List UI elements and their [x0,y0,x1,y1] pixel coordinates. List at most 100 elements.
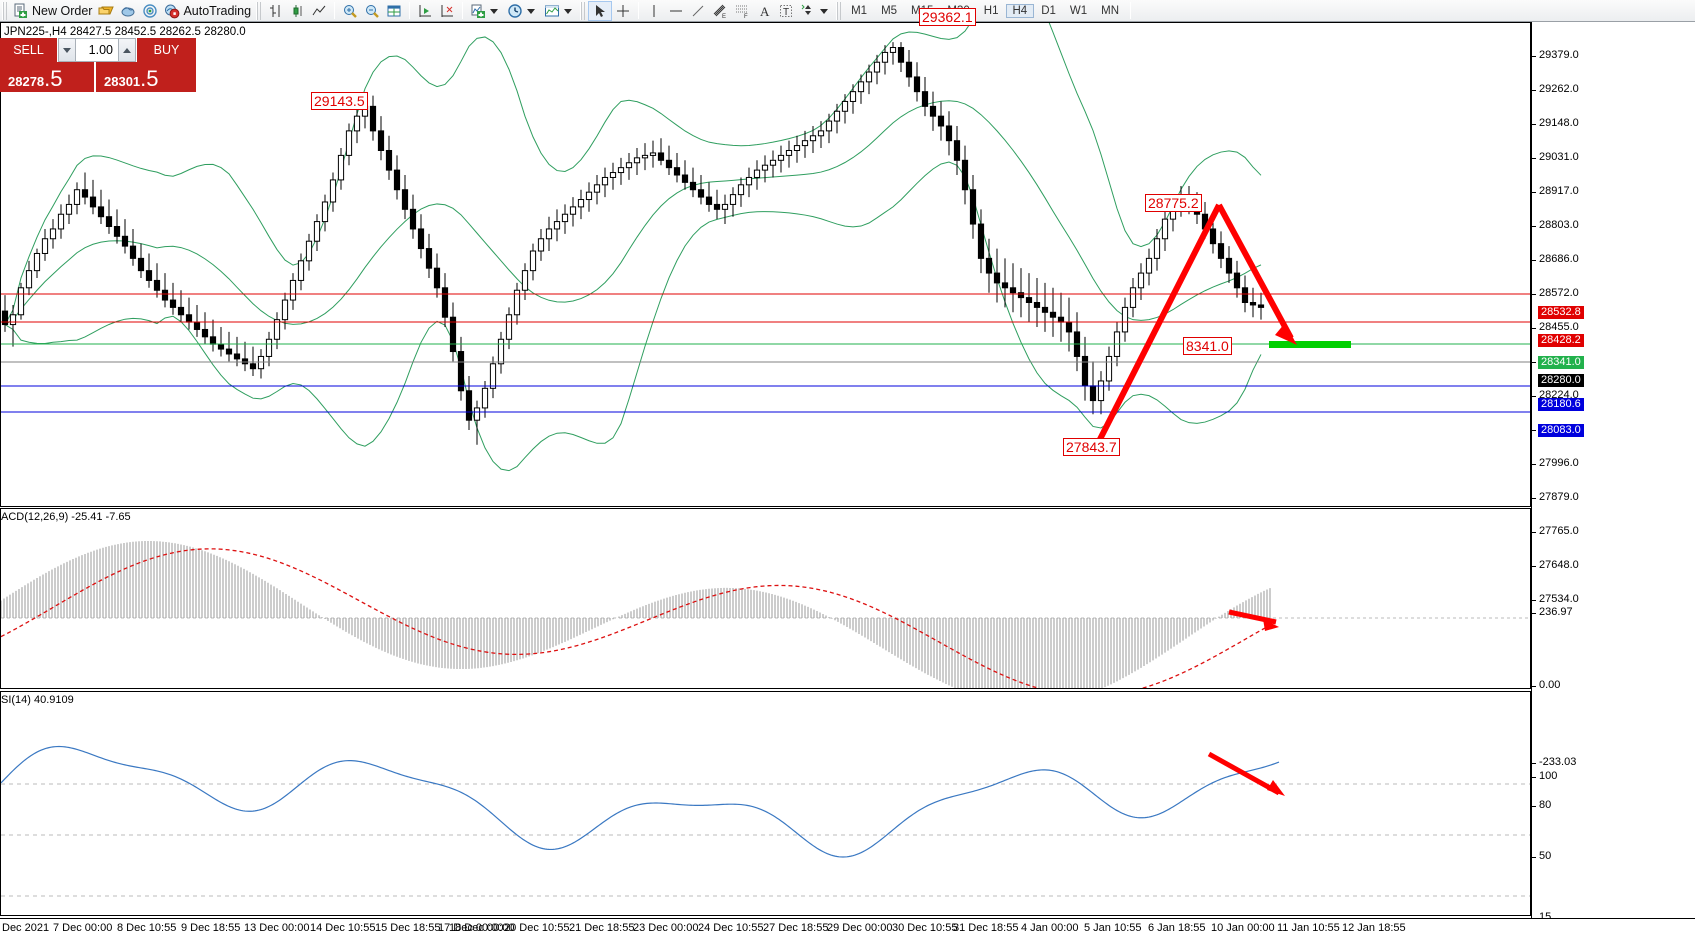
candlestick [449,302,457,362]
candlestick-chart-button[interactable] [286,1,308,21]
sell-button[interactable]: SELL [0,38,58,62]
toolbar-grip[interactable] [2,1,8,20]
order-controls-row: SELL 1.00 BUY [0,38,196,62]
auto-scroll-button[interactable] [414,1,436,21]
main-price-chart[interactable] [0,22,1531,507]
toolbar-grip-4[interactable] [836,1,843,20]
templates-button[interactable] [541,1,578,21]
volume-stepper[interactable]: 1.00 [58,38,136,62]
autotrading-icon [164,3,180,19]
price-level-tag[interactable]: 28280.0 [1538,374,1584,387]
svg-text:T: T [783,7,789,18]
time-axis-label: 4 Jan 00:00 [1021,922,1079,934]
indicators-dropdown-caret[interactable] [490,9,499,14]
price-level-tag[interactable]: 28428.2 [1538,334,1584,347]
zoom-out-button[interactable] [361,1,383,21]
equidistant-channel-tool-button[interactable]: E [709,1,731,21]
timeframe-m5[interactable]: M5 [881,4,898,17]
shapes-tool-button[interactable] [797,1,834,21]
vertical-line-tool-button[interactable] [643,1,665,21]
price-level-tag[interactable]: 28341.0 [1538,356,1584,369]
line-chart-button[interactable] [308,1,330,21]
fibonacci-tool-button[interactable]: F [731,1,753,21]
time-axis-label: 9 Dec 18:55 [181,922,241,934]
price-level-tag[interactable]: 28083.0 [1538,424,1584,437]
candlestick [265,331,273,367]
candlestick [801,130,809,158]
volume-decrement-button[interactable] [58,38,76,62]
sell-price-integer: 28278 [8,74,45,89]
data-grid-button[interactable] [383,1,405,21]
template-icon [544,3,560,19]
candlestick [969,175,977,239]
candlestick [985,238,993,293]
period-dropdown-caret[interactable] [527,9,536,14]
candlestick [953,125,961,176]
buy-button[interactable]: BUY [136,38,196,62]
indicators-button[interactable] [467,1,504,21]
candlestick [297,253,305,291]
candlestick [1105,346,1113,391]
cursor-tool-button[interactable] [588,0,613,21]
bar-chart-button[interactable] [264,1,286,21]
folder-icon [98,3,115,19]
candlestick [937,101,945,141]
data-window-button[interactable] [95,1,117,21]
candlestick [673,152,681,183]
timeframe-m1[interactable]: M1 [851,4,868,17]
crosshair-tool-button[interactable] [612,1,634,21]
autotrading-button[interactable]: AutoTrading [161,1,254,21]
timeframe-w1[interactable]: W1 [1069,4,1088,17]
price-annotation-label[interactable]: 27843.7 [1063,438,1120,456]
period-button[interactable] [504,1,541,21]
one-click-trading-panel[interactable]: SELL 1.00 BUY 28278 .5 28301 .5 [0,38,196,92]
rsi-indicator-pane[interactable]: SI(14) 40.9109 [0,691,1531,916]
timeframe-d1[interactable]: D1 [1041,4,1056,17]
buy-price-display[interactable]: 28301 .5 [96,62,196,92]
candlestick [417,214,425,259]
toolbar-grip-3[interactable] [580,1,587,20]
text-tool-button[interactable]: A [753,1,775,21]
order-prices-row: 28278 .5 28301 .5 [0,62,196,92]
chart-shift-button[interactable] [436,1,458,21]
candlestick [177,290,185,323]
time-axis-label: 6 Jan 18:55 [1148,922,1206,934]
price-annotation-label[interactable]: 29362.1 [919,8,976,26]
drawn-trend-line [1216,203,1294,340]
candlestick [929,91,937,131]
timeframe-mn[interactable]: MN [1101,4,1120,17]
time-axis[interactable]: Dec 2021 7 Dec 00:00 8 Dec 10:55 9 Dec 18:5… [0,918,1695,938]
candlestick [825,113,833,144]
trendline-tool-button[interactable] [687,1,709,21]
volume-input[interactable]: 1.00 [76,38,118,62]
templates-dropdown-caret[interactable] [564,9,573,14]
timeframe-h4[interactable]: H4 [1005,3,1035,18]
timeframe-h1[interactable]: H1 [983,4,999,17]
price-level-tag[interactable]: 28180.6 [1538,398,1584,411]
toolbar-grip-2[interactable] [256,1,263,20]
price-annotation-label[interactable]: 29143.5 [311,92,368,110]
candlestick [849,84,857,114]
sell-price-display[interactable]: 28278 .5 [0,62,96,92]
volume-increment-button[interactable] [118,38,136,62]
candlestick [1153,228,1161,271]
candlestick [1017,268,1025,318]
macd-indicator-pane[interactable]: ACD(12,26,9) -25.41 -7.65 [0,508,1531,689]
shapes-dropdown-caret[interactable] [820,9,829,14]
candlestick [185,297,193,330]
navigator-button[interactable] [117,1,139,21]
zoom-in-button[interactable] [339,1,361,21]
time-axis-label: 12 Jan 18:55 [1342,922,1406,934]
horizontal-line-tool-button[interactable] [665,1,687,21]
candlestick [705,182,713,212]
candlestick [1097,371,1105,415]
text-label-tool-button[interactable]: T [775,1,797,21]
candlestick [25,260,33,296]
candlestick [1145,248,1153,286]
price-annotation-label[interactable]: 28775.2 [1145,194,1202,212]
new-order-button[interactable]: New Order [10,1,95,21]
price-level-tag[interactable]: 28532.8 [1538,306,1584,319]
alerts-button[interactable] [139,1,161,21]
price-axis[interactable]: 29379.0 29262.0 29148.0 29031.0 28917.0 28803… [1531,22,1695,923]
price-annotation-label[interactable]: 8341.0 [1183,337,1232,355]
